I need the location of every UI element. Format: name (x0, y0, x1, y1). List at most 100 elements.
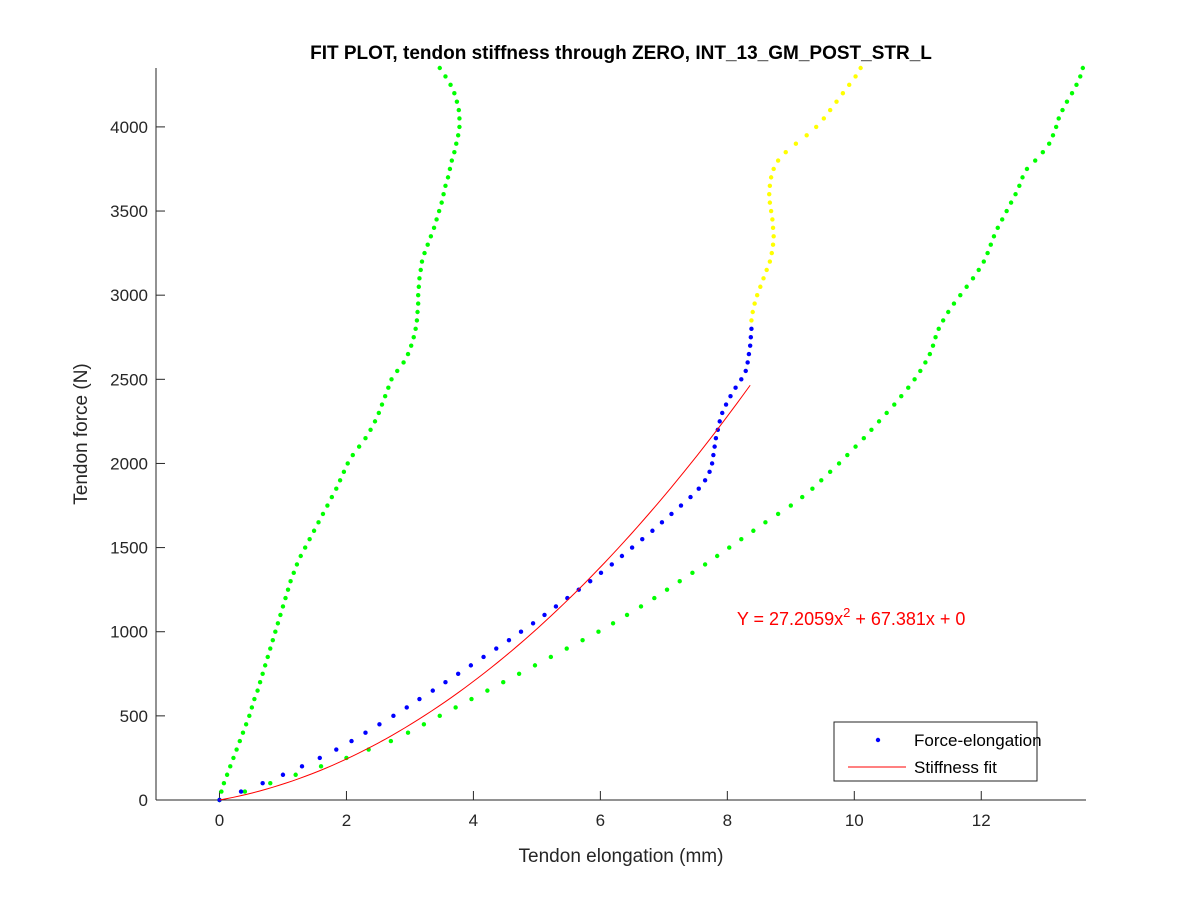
fit-equation-exponent: 2 (843, 605, 850, 620)
x-tick-label: 2 (342, 811, 351, 830)
data-point (775, 158, 781, 163)
data-point (752, 301, 757, 306)
y-tick-label: 4000 (110, 118, 148, 137)
y-tick-label: 2000 (110, 454, 148, 473)
data-point (749, 318, 754, 323)
data-point (927, 351, 933, 357)
data-point (783, 149, 788, 155)
data-point (416, 284, 422, 289)
data-point (1074, 82, 1079, 88)
data-point (936, 326, 941, 332)
data-point (428, 234, 434, 239)
data-point (448, 82, 453, 88)
data-point (596, 629, 601, 634)
data-point (372, 419, 378, 424)
data-point (494, 646, 499, 651)
data-point (452, 91, 457, 96)
y-tick-label: 1000 (110, 623, 148, 642)
fit-layer (219, 384, 751, 801)
data-point (659, 520, 665, 525)
data-point (985, 250, 990, 256)
data-point (629, 545, 635, 550)
data-point (457, 124, 462, 130)
data-point (976, 267, 981, 273)
y-tick-label: 500 (120, 707, 148, 726)
data-point (748, 335, 754, 340)
data-point (553, 604, 559, 609)
data-point (991, 234, 997, 239)
data-point (388, 738, 394, 744)
data-point (243, 722, 249, 727)
series-1 (749, 65, 863, 323)
data-point (455, 133, 461, 138)
data-point (664, 587, 670, 592)
fit-equation-rest: + 67.381x + 0 (850, 609, 965, 629)
data-point (457, 116, 462, 121)
data-point (530, 621, 536, 626)
data-point (1056, 116, 1061, 121)
data-point (1050, 133, 1056, 138)
data-point (836, 461, 842, 466)
data-point (456, 107, 462, 113)
data-point (739, 536, 744, 542)
data-point (391, 713, 396, 719)
data-point (858, 65, 863, 71)
x-ticks: 0 2 4 6 8 10 12 (215, 791, 991, 830)
data-point (624, 612, 630, 618)
data-point (417, 276, 422, 281)
data-point (363, 730, 368, 735)
data-point (739, 377, 744, 382)
data-point (678, 503, 684, 508)
data-point (702, 478, 708, 483)
data-point (840, 91, 846, 96)
data-point (940, 318, 946, 323)
data-point (377, 722, 382, 727)
x-tick-label: 12 (972, 811, 991, 830)
data-point (273, 629, 278, 634)
data-point (445, 175, 451, 180)
data-point (518, 629, 524, 634)
data-point (1046, 141, 1052, 146)
data-point (452, 149, 457, 155)
data-point (291, 570, 296, 576)
data-point (804, 133, 809, 138)
data-point (720, 410, 725, 416)
data-point (995, 225, 1000, 231)
data-point (278, 612, 283, 618)
data-point (237, 738, 242, 744)
data-point (958, 292, 963, 298)
data-point (405, 351, 411, 357)
y-tick-label: 3500 (110, 202, 148, 221)
data-point (293, 772, 298, 777)
data-point (981, 259, 986, 264)
data-point (317, 755, 322, 761)
y-tick-label: 1500 (110, 539, 148, 558)
data-point (249, 705, 255, 710)
data-point (712, 444, 717, 449)
data-point (810, 486, 815, 491)
data-point (847, 82, 852, 88)
data-point (580, 637, 585, 643)
data-point (255, 688, 260, 693)
legend-marker (875, 737, 881, 743)
data-point (690, 570, 695, 576)
y-tick-label: 0 (139, 791, 148, 810)
data-point (280, 604, 286, 609)
data-point (415, 292, 421, 298)
data-point (421, 722, 427, 727)
data-point (501, 680, 506, 685)
data-point (379, 402, 385, 407)
data-point (763, 520, 768, 525)
data-point (386, 385, 391, 390)
data-point (302, 545, 308, 550)
data-point (747, 343, 753, 348)
data-point (414, 318, 420, 323)
data-point (1080, 65, 1086, 71)
data-point (1024, 166, 1030, 172)
data-point (268, 780, 273, 786)
data-point (743, 368, 748, 374)
data-point (1053, 124, 1059, 130)
data-point (318, 764, 324, 769)
x-tick-label: 8 (723, 811, 732, 830)
data-point (311, 528, 317, 533)
